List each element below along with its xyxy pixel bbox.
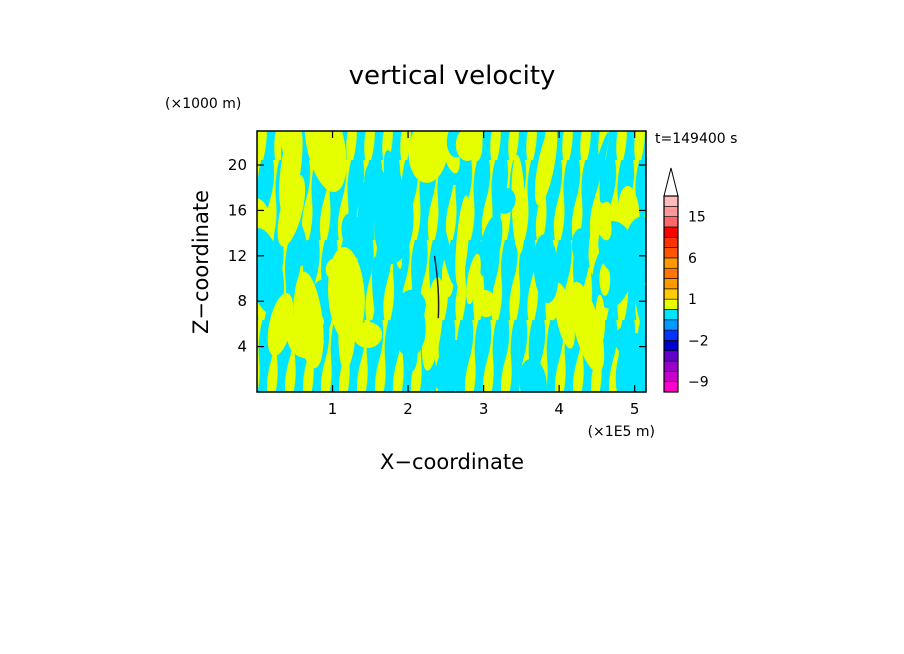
- x-axis: 1 2 3 4 5: [328, 131, 640, 418]
- velocity-patch: [294, 271, 324, 369]
- colorbar-segment: [663, 236, 679, 248]
- x-tick-label: 4: [554, 400, 564, 418]
- velocity-patch: [553, 282, 575, 349]
- velocity-patch: [473, 289, 498, 318]
- x-tick-label: 3: [479, 400, 489, 418]
- colorbar-label: 1: [688, 292, 697, 308]
- colorbar-segment: [663, 298, 679, 310]
- colorbar-segment: [663, 350, 679, 362]
- colorbar-segment: [663, 381, 679, 393]
- velocity-patch: [495, 187, 516, 214]
- x-axis-unit: (×1E5 m): [588, 424, 655, 440]
- colorbar-segment: [663, 206, 679, 217]
- x-tick-label: 1: [328, 400, 338, 418]
- colorbar-label: 15: [688, 210, 706, 226]
- colorbar: −9 −2 1 6 15: [663, 167, 709, 393]
- colorbar-segment: [663, 195, 679, 207]
- velocity-patch: [435, 339, 468, 392]
- x-axis-label: X−coordinate: [380, 450, 524, 474]
- velocity-patch: [364, 161, 391, 227]
- velocity-patch: [624, 216, 646, 284]
- colorbar-label: −9: [688, 375, 709, 391]
- velocity-patch: [633, 266, 646, 340]
- velocity-patch: [408, 131, 448, 183]
- chart-title: vertical velocity: [349, 61, 556, 91]
- velocity-streak: [433, 255, 440, 319]
- y-axis-unit: (×1000 m): [165, 96, 241, 112]
- velocity-patch: [478, 214, 503, 277]
- velocity-patch: [267, 293, 294, 357]
- x-tick-label: 5: [630, 400, 640, 418]
- colorbar-segment: [663, 319, 679, 331]
- velocity-patch: [279, 131, 303, 215]
- colorbar-segment: [663, 329, 679, 341]
- colorbar-segment: [663, 371, 679, 382]
- colorbar-extension: [663, 167, 679, 197]
- velocity-patch: [438, 216, 455, 285]
- y-axis: 4 8 12 16 20: [228, 156, 646, 356]
- velocity-patch: [614, 327, 636, 354]
- velocity-patch: [533, 234, 559, 303]
- time-label: t=149400 s: [655, 131, 737, 147]
- velocity-patch: [593, 201, 612, 241]
- colorbar-label: 6: [688, 251, 697, 267]
- velocity-patch: [277, 174, 306, 247]
- y-tick-label: 8: [237, 292, 247, 310]
- velocity-patch: [599, 262, 611, 296]
- y-tick-label: 20: [228, 156, 247, 174]
- colorbar-segment: [663, 257, 679, 269]
- colorbar-segment: [663, 278, 679, 290]
- x-tick-label: 2: [403, 400, 413, 418]
- colorbar-segment: [663, 226, 679, 238]
- velocity-patch: [511, 154, 526, 254]
- colorbar-segment: [663, 216, 679, 228]
- velocity-patch: [304, 131, 347, 193]
- y-tick-label: 4: [237, 338, 247, 356]
- y-tick-label: 12: [228, 247, 247, 265]
- colorbar-segment: [663, 247, 679, 259]
- velocity-patch: [585, 132, 609, 217]
- velocity-patch: [569, 281, 605, 373]
- y-tick-label: 16: [228, 201, 247, 219]
- plot-frame: [256, 130, 647, 393]
- velocity-patch: [455, 195, 470, 287]
- velocity-field-patches: [257, 131, 646, 392]
- velocity-patch: [466, 253, 481, 305]
- velocity-patch: [403, 323, 418, 372]
- velocity-patch: [455, 131, 479, 161]
- colorbar-segment: [663, 340, 679, 352]
- velocity-patch: [518, 358, 547, 392]
- colorbar-segment: [663, 360, 679, 372]
- velocity-patch: [328, 247, 365, 343]
- velocity-patch: [534, 131, 558, 206]
- velocity-patch: [257, 228, 284, 315]
- velocity-patch: [371, 256, 384, 327]
- y-axis-label: Z−coordinate: [189, 190, 213, 334]
- colorbar-segment: [663, 309, 679, 321]
- colorbar-frame: [663, 195, 679, 393]
- colorbar-label: −2: [688, 333, 709, 349]
- colorbar-segment: [663, 288, 679, 300]
- colorbar-segment: [663, 267, 679, 279]
